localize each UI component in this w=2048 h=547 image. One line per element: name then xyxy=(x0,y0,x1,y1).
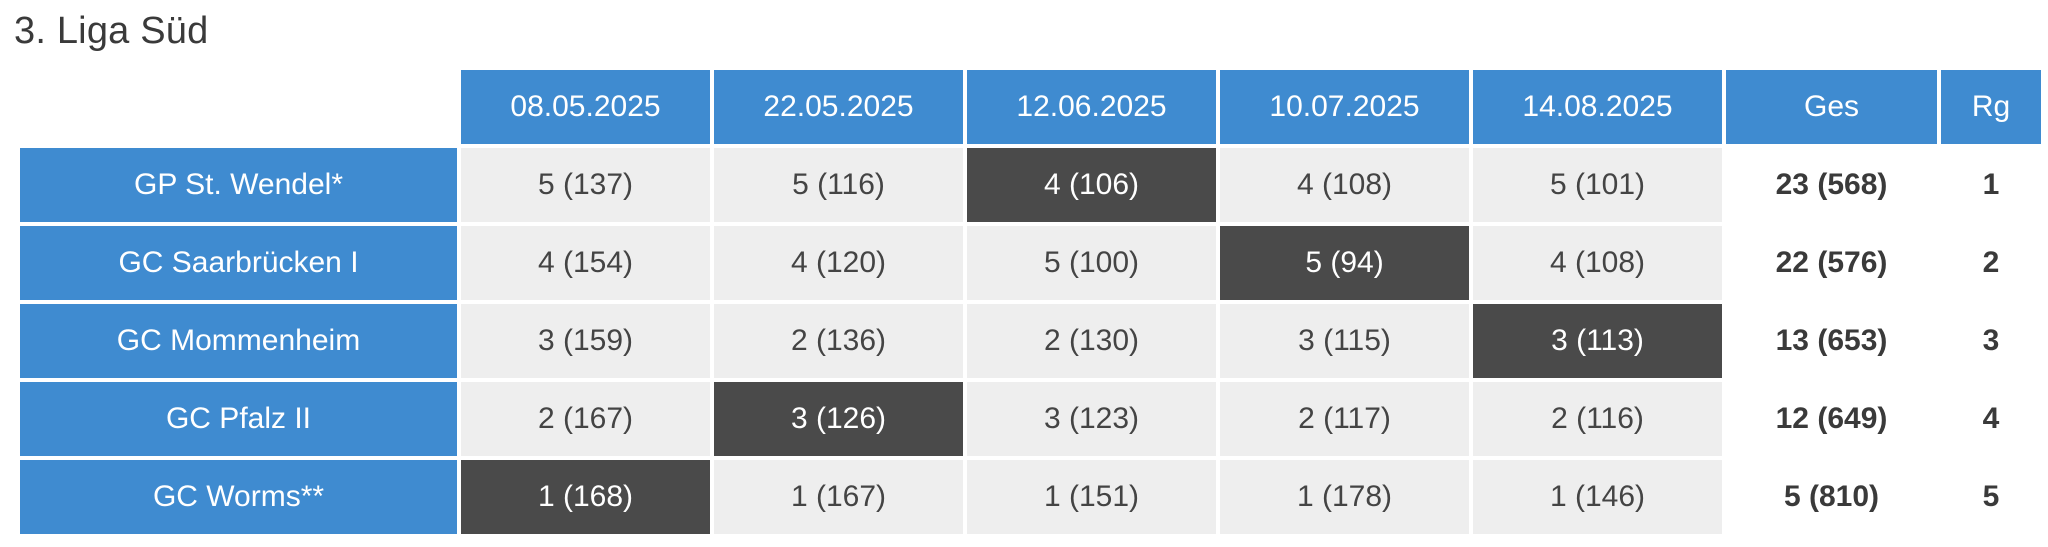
table-row: GP St. Wendel* 5 (137) 5 (116) 4 (106) 4… xyxy=(20,148,2041,222)
total-cell: 12 (649) xyxy=(1726,382,1937,456)
total-cell: 22 (576) xyxy=(1726,226,1937,300)
result-cell: 5 (101) xyxy=(1473,148,1722,222)
result-cell: 4 (106) xyxy=(967,148,1216,222)
result-cell: 5 (100) xyxy=(967,226,1216,300)
result-cell: 2 (116) xyxy=(1473,382,1722,456)
date-header: 14.08.2025 xyxy=(1473,70,1722,144)
result-cell: 3 (113) xyxy=(1473,304,1722,378)
table-row: GC Mommenheim 3 (159) 2 (136) 2 (130) 3 … xyxy=(20,304,2041,378)
result-cell: 4 (120) xyxy=(714,226,963,300)
rank-cell: 4 xyxy=(1941,382,2041,456)
header-corner xyxy=(20,70,457,144)
result-cell: 3 (123) xyxy=(967,382,1216,456)
result-cell: 4 (108) xyxy=(1220,148,1469,222)
team-name: GC Mommenheim xyxy=(20,304,457,378)
result-cell: 2 (117) xyxy=(1220,382,1469,456)
team-name: GC Pfalz II xyxy=(20,382,457,456)
team-name: GC Worms** xyxy=(20,460,457,534)
result-cell: 2 (130) xyxy=(967,304,1216,378)
result-cell: 1 (146) xyxy=(1473,460,1722,534)
result-cell: 1 (168) xyxy=(461,460,710,534)
header-row: 08.05.2025 22.05.2025 12.06.2025 10.07.2… xyxy=(20,70,2041,144)
table-row: GC Worms** 1 (168) 1 (167) 1 (151) 1 (17… xyxy=(20,460,2041,534)
result-cell: 3 (126) xyxy=(714,382,963,456)
league-table: 08.05.2025 22.05.2025 12.06.2025 10.07.2… xyxy=(16,66,2045,538)
page-title: 3. Liga Süd xyxy=(14,10,209,52)
result-cell: 5 (94) xyxy=(1220,226,1469,300)
rank-cell: 5 xyxy=(1941,460,2041,534)
result-cell: 2 (136) xyxy=(714,304,963,378)
table-row: GC Pfalz II 2 (167) 3 (126) 3 (123) 2 (1… xyxy=(20,382,2041,456)
rank-header: Rg xyxy=(1941,70,2041,144)
total-header: Ges xyxy=(1726,70,1937,144)
result-cell: 1 (151) xyxy=(967,460,1216,534)
total-cell: 5 (810) xyxy=(1726,460,1937,534)
result-cell: 4 (154) xyxy=(461,226,710,300)
rank-cell: 1 xyxy=(1941,148,2041,222)
result-cell: 5 (116) xyxy=(714,148,963,222)
result-cell: 4 (108) xyxy=(1473,226,1722,300)
result-cell: 2 (167) xyxy=(461,382,710,456)
result-cell: 3 (115) xyxy=(1220,304,1469,378)
rank-cell: 3 xyxy=(1941,304,2041,378)
result-cell: 3 (159) xyxy=(461,304,710,378)
date-header: 10.07.2025 xyxy=(1220,70,1469,144)
team-name: GC Saarbrücken I xyxy=(20,226,457,300)
date-header: 08.05.2025 xyxy=(461,70,710,144)
date-header: 12.06.2025 xyxy=(967,70,1216,144)
total-cell: 13 (653) xyxy=(1726,304,1937,378)
result-cell: 1 (167) xyxy=(714,460,963,534)
date-header: 22.05.2025 xyxy=(714,70,963,144)
result-cell: 5 (137) xyxy=(461,148,710,222)
rank-cell: 2 xyxy=(1941,226,2041,300)
total-cell: 23 (568) xyxy=(1726,148,1937,222)
team-name: GP St. Wendel* xyxy=(20,148,457,222)
table-row: GC Saarbrücken I 4 (154) 4 (120) 5 (100)… xyxy=(20,226,2041,300)
result-cell: 1 (178) xyxy=(1220,460,1469,534)
